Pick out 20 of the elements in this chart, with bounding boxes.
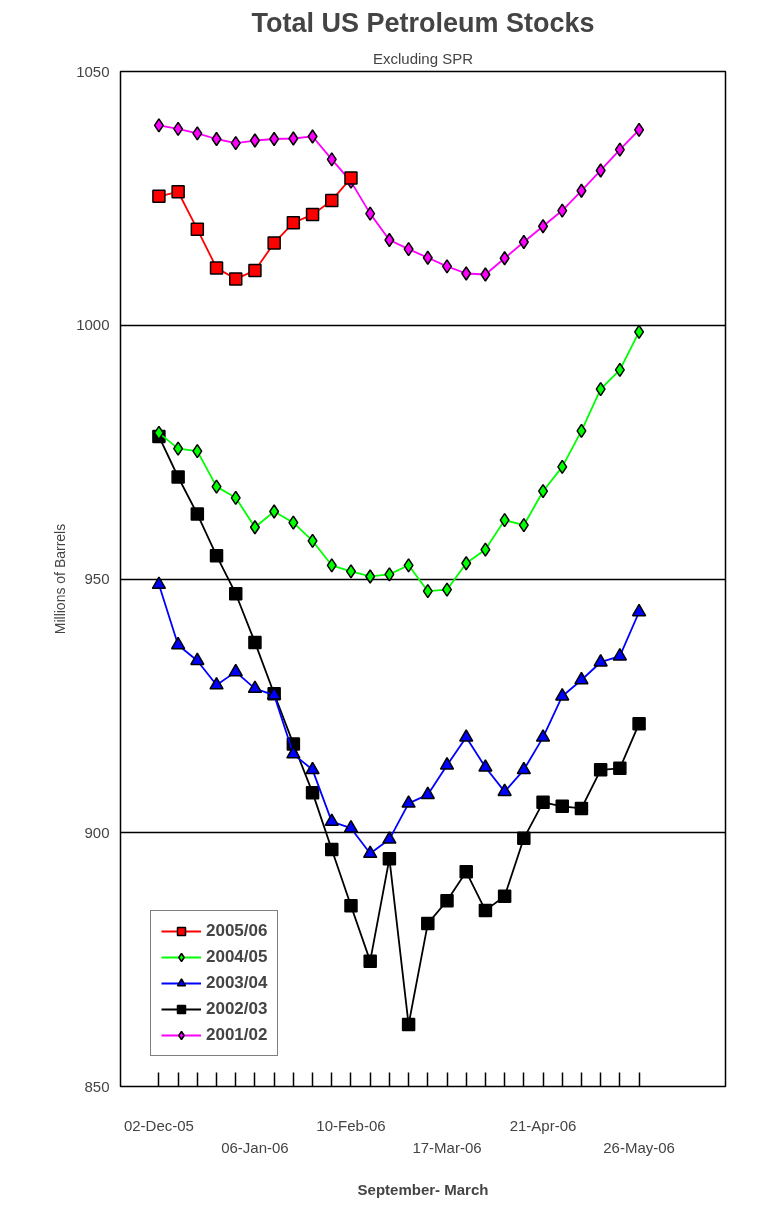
legend-label: 2004/05 (206, 947, 268, 967)
chart-subtitle: Excluding SPR (372, 49, 474, 67)
x-tick-label: 02-Dec-05 (123, 1116, 194, 1134)
y-tick-label: 950 (84, 570, 110, 587)
x-tick-label: 17-Mar-06 (412, 1138, 482, 1156)
x-tick-label: 26-May-06 (603, 1138, 675, 1156)
legend-label: 2005/06 (206, 921, 268, 941)
legend-label: 2003/04 (206, 973, 268, 993)
x-axis-title: September- March (357, 1180, 489, 1198)
x-tick-label: 21-Apr-06 (509, 1116, 577, 1134)
chart-title: Total US Petroleum Stocks (251, 7, 595, 38)
legend-label: 2002/03 (206, 999, 268, 1019)
y-tick-label: 1000 (76, 316, 110, 334)
x-tick-label: 06-Jan-06 (221, 1138, 289, 1156)
y-tick-label: 1050 (76, 62, 110, 80)
y-tick-label: 900 (84, 823, 110, 841)
y-axis-title: Millions of Barrels (52, 523, 69, 635)
x-tick-label: 10-Feb-06 (316, 1116, 386, 1134)
y-tick-label: 850 (84, 1077, 110, 1095)
legend-label: 2001/02 (206, 1025, 268, 1045)
